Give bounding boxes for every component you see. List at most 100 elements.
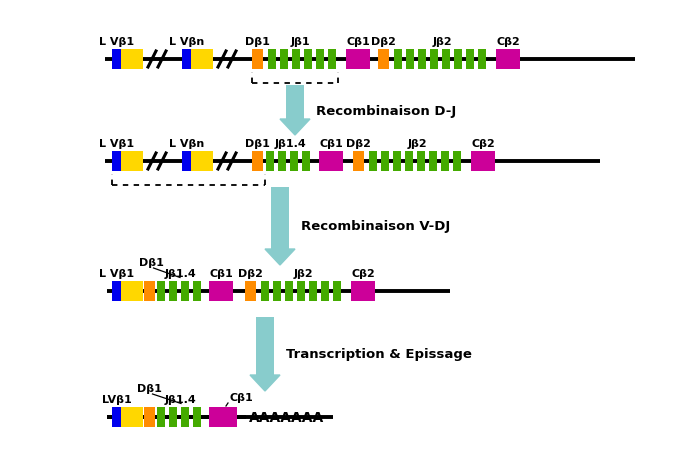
Bar [309,281,317,301]
Bar [121,50,143,70]
Bar [252,152,263,172]
Text: Dβ1: Dβ1 [139,258,164,268]
Text: Jβ2: Jβ2 [432,37,451,47]
Bar [346,50,370,70]
Text: Jβ1.4: Jβ1.4 [165,394,197,404]
Bar [191,152,213,172]
Text: Dβ2: Dβ2 [346,139,371,149]
Bar [453,152,461,172]
Bar [112,152,121,172]
Bar [193,281,201,301]
Bar [394,50,402,70]
Bar [496,50,520,70]
Polygon shape [265,249,295,266]
Bar [441,152,449,172]
Bar [112,281,121,301]
Bar [157,407,165,427]
Text: LVβ1: LVβ1 [102,394,132,404]
Text: L Vβ1: L Vβ1 [99,139,134,149]
Bar [304,50,312,70]
Text: Jβ1: Jβ1 [290,37,310,47]
Bar [430,50,438,70]
Bar [292,50,300,70]
Bar [353,152,364,172]
Bar [466,50,474,70]
Text: Dβ1: Dβ1 [245,139,270,149]
Bar [144,407,155,427]
Bar [321,281,329,301]
Text: Cβ2: Cβ2 [471,139,495,149]
Bar [328,50,336,70]
Text: Cβ1: Cβ1 [346,37,370,47]
Bar [181,407,189,427]
Bar [417,152,425,172]
Bar [454,50,462,70]
Bar [319,152,343,172]
Text: Cβ1: Cβ1 [319,139,343,149]
Bar [405,152,413,172]
Bar [302,152,310,172]
Polygon shape [280,120,310,136]
Bar [418,50,426,70]
Text: AAAAAAA: AAAAAAA [249,410,324,424]
Bar [290,152,298,172]
Bar [121,407,143,427]
Bar [157,281,165,301]
Bar [333,281,341,301]
Bar [268,50,276,70]
Text: Cβ1: Cβ1 [209,268,233,278]
Bar [169,407,177,427]
Bar [112,407,121,427]
Bar [471,152,495,172]
Bar [297,281,305,301]
Bar [245,281,256,301]
Bar [261,281,269,301]
Bar [121,152,143,172]
Polygon shape [250,375,280,391]
Text: Cβ1: Cβ1 [229,392,253,402]
Bar [112,50,121,70]
Bar [429,152,437,172]
Text: Dβ2: Dβ2 [371,37,396,47]
Bar [169,281,177,301]
Bar [280,50,288,70]
Bar [286,86,304,120]
Text: L Vβ1: L Vβ1 [99,37,134,47]
Bar [209,281,233,301]
Bar [191,50,213,70]
Text: Cβ2: Cβ2 [351,268,375,278]
Text: Jβ1.4: Jβ1.4 [274,139,306,149]
Bar [273,281,281,301]
Bar [478,50,486,70]
Bar [209,407,237,427]
Text: Recombinaison D-J: Recombinaison D-J [316,104,456,117]
Bar [378,50,389,70]
Text: Dβ1: Dβ1 [245,37,270,47]
Bar [144,281,155,301]
Bar [369,152,377,172]
Bar [121,281,143,301]
Text: Cβ2: Cβ2 [496,37,520,47]
Text: Transcription & Epissage: Transcription & Epissage [286,348,472,361]
Bar [381,152,389,172]
Bar [406,50,414,70]
Bar [193,407,201,427]
Bar [256,317,274,375]
Bar [442,50,450,70]
Bar [278,152,286,172]
Text: Dβ2: Dβ2 [238,268,263,278]
Bar [252,50,263,70]
Text: Dβ1: Dβ1 [137,383,162,393]
Text: Jβ2: Jβ2 [407,139,427,149]
Bar [316,50,324,70]
Bar [181,281,189,301]
Bar [182,152,191,172]
Text: Jβ1.4: Jβ1.4 [165,268,197,278]
Bar [266,152,274,172]
Text: Jβ2: Jβ2 [293,268,313,278]
Text: L Vβ1: L Vβ1 [99,268,134,278]
Bar [271,188,289,249]
Text: Recombinaison V-DJ: Recombinaison V-DJ [301,220,450,233]
Text: L Vβn: L Vβn [169,139,204,149]
Bar [351,281,375,301]
